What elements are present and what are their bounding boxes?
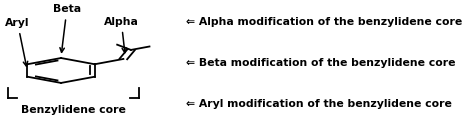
Text: Aryl: Aryl xyxy=(5,18,30,66)
Text: ⇐ Aryl modification of the benzylidene core: ⇐ Aryl modification of the benzylidene c… xyxy=(186,99,451,109)
Text: Beta: Beta xyxy=(53,4,81,52)
Text: ⇐ Beta modification of the benzylidene core: ⇐ Beta modification of the benzylidene c… xyxy=(186,58,455,68)
Text: Benzylidene core: Benzylidene core xyxy=(21,105,126,115)
Text: Alpha: Alpha xyxy=(104,17,139,53)
Text: ⇐ Alpha modification of the benzylidene core: ⇐ Alpha modification of the benzylidene … xyxy=(186,17,462,27)
